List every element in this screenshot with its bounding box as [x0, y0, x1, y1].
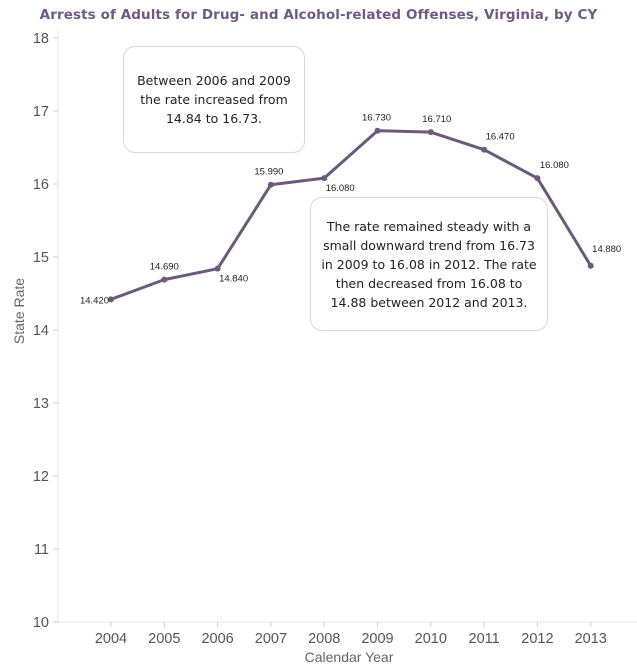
x-tick-label: 2010: [415, 631, 447, 647]
data-point: [374, 127, 381, 134]
x-axis-label: Calendar Year: [305, 649, 394, 665]
data-point: [214, 265, 221, 272]
data-label: 14.840: [219, 274, 248, 285]
x-tick-label: 2009: [361, 631, 393, 647]
y-axis-label: State Rate: [11, 278, 27, 344]
data-point: [427, 129, 434, 136]
data-point: [587, 262, 594, 269]
data-label: 14.690: [150, 262, 179, 273]
y-tick-label: 17: [33, 104, 49, 120]
x-tick-label: 2011: [469, 631, 500, 647]
y-tick-label: 13: [33, 396, 49, 412]
y-tick-label: 16: [33, 177, 49, 193]
data-label: 16.080: [540, 160, 569, 171]
x-tick-label: 2013: [575, 631, 607, 647]
x-tick-label: 2005: [148, 631, 180, 647]
data-point: [161, 276, 168, 283]
annotation-box-decrease: The rate remained steady with a small do…: [310, 197, 548, 331]
y-tick-label: 15: [33, 250, 49, 266]
x-tick-label: 2012: [521, 631, 553, 647]
data-point: [321, 175, 328, 182]
y-tick-label: 18: [33, 31, 49, 47]
x-tick-label: 2004: [95, 631, 127, 647]
annotation-box-increase: Between 2006 and 2009 the rate increased…: [123, 46, 305, 153]
y-tick-label: 10: [33, 615, 49, 631]
data-point: [534, 175, 541, 182]
y-tick-label: 11: [34, 542, 49, 558]
data-point: [481, 146, 488, 153]
series-line: [110, 129, 592, 301]
x-tick-label: 2006: [201, 631, 233, 647]
chart-title: Arrests of Adults for Drug- and Alcohol-…: [39, 7, 598, 23]
data-label: 16.730: [362, 113, 391, 124]
data-label: 16.080: [326, 183, 355, 194]
data-point: [267, 181, 274, 188]
data-label: 16.710: [422, 114, 451, 125]
data-point: [108, 296, 114, 303]
data-label: 14.420: [80, 295, 109, 306]
x-tick-label: 2008: [308, 631, 340, 647]
x-tick-label: 2007: [255, 631, 287, 647]
y-tick-label: 12: [33, 469, 49, 485]
data-label: 14.880: [592, 244, 621, 255]
data-label: 15.990: [254, 167, 283, 178]
data-label: 16.470: [486, 132, 515, 143]
y-tick-label: 14: [33, 323, 49, 339]
